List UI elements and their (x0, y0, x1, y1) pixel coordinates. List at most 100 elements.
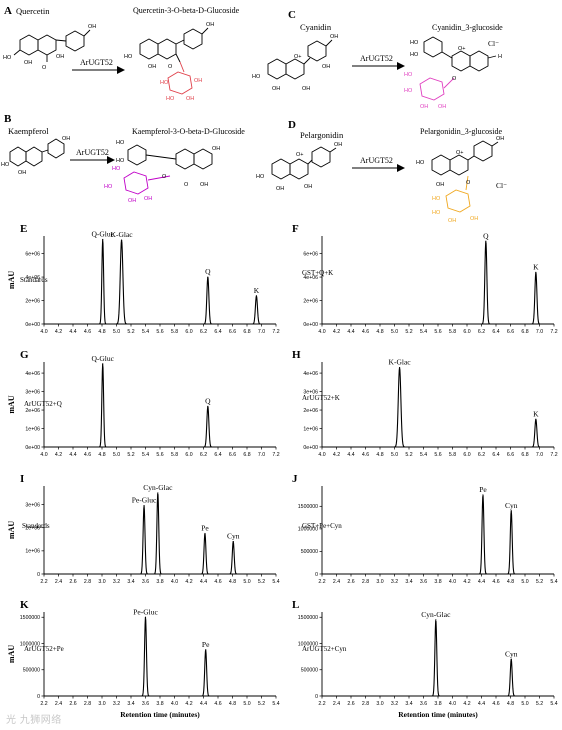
x-tick-label: 6.0 (463, 452, 470, 458)
panel-letter: J (292, 473, 298, 485)
peak-label: K-Glac (111, 230, 134, 239)
peak-apex (207, 276, 209, 278)
x-tick-label: 3.8 (156, 579, 163, 585)
x-tick-label: 5.4 (420, 452, 427, 458)
x-tick-label: 5.2 (405, 329, 412, 335)
y-tick-label: 0e+00 (25, 445, 40, 451)
x-tick-label: 4.4 (347, 452, 354, 458)
peak-apex (398, 366, 401, 369)
enzyme-label-d: ArUGT52 (360, 156, 393, 165)
x-tick-label: 4.6 (492, 579, 499, 585)
peak-apex (102, 238, 104, 241)
chromatogram-trace (321, 241, 555, 325)
y-tick-label: 1500000 (298, 504, 318, 510)
x-tick-label: 2.4 (55, 579, 62, 585)
x-tick-label: 4.2 (185, 579, 192, 585)
x-tick-label: 3.4 (405, 579, 412, 585)
sugar-moiety-c (419, 77, 455, 101)
y-tick-label: 0 (315, 572, 318, 578)
x-tick-label: 2.4 (333, 701, 340, 707)
x-tick-label: 4.4 (200, 701, 207, 707)
x-tick-label: 6.6 (229, 452, 236, 458)
sugar-labels-d: HO HOOH OH (432, 196, 478, 224)
x-axis-label: Retention time (minutes) (398, 710, 478, 719)
chromatogram-trace (321, 367, 555, 448)
chromatogram-k: K 2.2 2.4 2.6 2.8 3.0 3.2 3.4 3.6 3.8 4.0 4.2 4.4 4.6… (7, 599, 280, 719)
x-tick-label: 2.8 (362, 701, 369, 707)
x-tick-label: 2.4 (333, 579, 340, 585)
y-tick-label: 2e+06 (25, 525, 40, 531)
peak-label: Cyn-Glac (143, 483, 173, 492)
x-tick-label: 4.0 (449, 579, 456, 585)
product-label-b: Kaempferol-3-O-beta-D-Glucoside (132, 127, 245, 136)
x-tick-label: 4.4 (478, 701, 485, 707)
x-tick-label: 5.4 (272, 579, 279, 585)
x-tick-label: 6.8 (521, 329, 528, 335)
structure-quercetin-glucoside (139, 27, 209, 63)
sugar-moiety-a (167, 61, 193, 95)
structure-pelargonidin (271, 146, 337, 180)
x-tick-label: 4.6 (84, 452, 91, 458)
x-tick-label: 6.4 (492, 329, 499, 335)
structure-kaempferol (9, 138, 65, 167)
x-tick-label: 3.6 (420, 579, 427, 585)
peak-label: Q (205, 267, 211, 276)
enzyme-label-c: ArUGT52 (360, 54, 393, 63)
x-tick-label: 3.8 (434, 701, 441, 707)
reaction-b: B Kaempferol HOOH OH ArUGT52 Kaempferol-3… (1, 113, 245, 204)
panel-letter: F (292, 223, 299, 235)
chromatogram-trace (43, 363, 277, 448)
x-tick-label: 7.2 (272, 329, 279, 335)
x-tick-label: 3.0 (98, 579, 105, 585)
sample-label: GST+Pe+Cyn (302, 522, 342, 530)
y-tick-label: 500000 (301, 668, 318, 674)
x-tick-label: 5.4 (420, 329, 427, 335)
x-tick-label: 4.6 (84, 329, 91, 335)
peak-apex (157, 492, 159, 494)
x-tick-label: 5.8 (449, 452, 456, 458)
reaction-d: D Pelargonidin HOOH OH OHO+ ArUGT52 Pelarg… (256, 119, 507, 224)
sample-label: ArUGT52+K (302, 394, 340, 402)
chromatogram-f: F 4.0 4.2 4.4 4.6 4.8 5.0 5.2 5.4 5.6 5.8 6.0 6.2 6.4… (292, 223, 558, 335)
peak-label: Pe-Gluc (133, 607, 158, 616)
y-tick-label: 1500000 (20, 615, 40, 621)
y-tick-label: 6e+06 (25, 251, 40, 257)
y-tick-label: 2e+06 (25, 408, 40, 414)
peak-label: Pe (479, 485, 487, 494)
counter-ion-d: Cl⁻ (496, 181, 507, 190)
x-tick-label: 5.4 (142, 452, 149, 458)
peak-apex (204, 532, 206, 535)
peak-apex (510, 658, 512, 660)
peak-apex (535, 271, 537, 273)
peak-label: Cyn (505, 649, 518, 658)
panel-letter-a: A (4, 5, 12, 17)
x-tick-label: 3.6 (142, 701, 149, 707)
peak-label: Cyn (227, 532, 240, 541)
y-tick-label: 3e+06 (25, 502, 40, 508)
peak-apex (207, 405, 209, 407)
x-tick-label: 6.2 (478, 329, 485, 335)
sugar-labels-c: HO HOOH OH (404, 72, 446, 110)
x-tick-label: 5.2 (536, 579, 543, 585)
x-tick-label: 7.0 (258, 452, 265, 458)
product-label-a: Quercetin-3-O-beta-D-Glucoside (133, 6, 240, 15)
chromatogram-i: I 2.2 2.4 2.6 2.8 3.0 3.2 3.4 3.6 3.8 4.0 4.2 4.4 4.6… (7, 473, 280, 585)
structure-quercetin-labels: HOOH OH OHO (3, 24, 96, 71)
x-tick-label: 6.2 (200, 329, 207, 335)
x-tick-label: 2.2 (318, 701, 325, 707)
y-tick-label: 500000 (23, 668, 40, 674)
x-tick-label: 4.6 (362, 329, 369, 335)
x-tick-label: 6.2 (478, 452, 485, 458)
x-tick-label: 7.0 (258, 329, 265, 335)
structure-b-labels: HO HOOH O OHO (116, 140, 220, 188)
x-tick-label: 5.4 (550, 579, 557, 585)
chromatogram-trace (321, 495, 555, 575)
x-tick-label: 4.8 (376, 452, 383, 458)
peak-apex (205, 649, 207, 651)
structure-quercetin (13, 29, 91, 62)
y-tick-label: 0e+00 (25, 322, 40, 328)
x-tick-label: 3.8 (156, 701, 163, 707)
y-tick-label: 500000 (301, 549, 318, 555)
product-label-c: Cyanidin_3-glucoside (432, 23, 503, 32)
